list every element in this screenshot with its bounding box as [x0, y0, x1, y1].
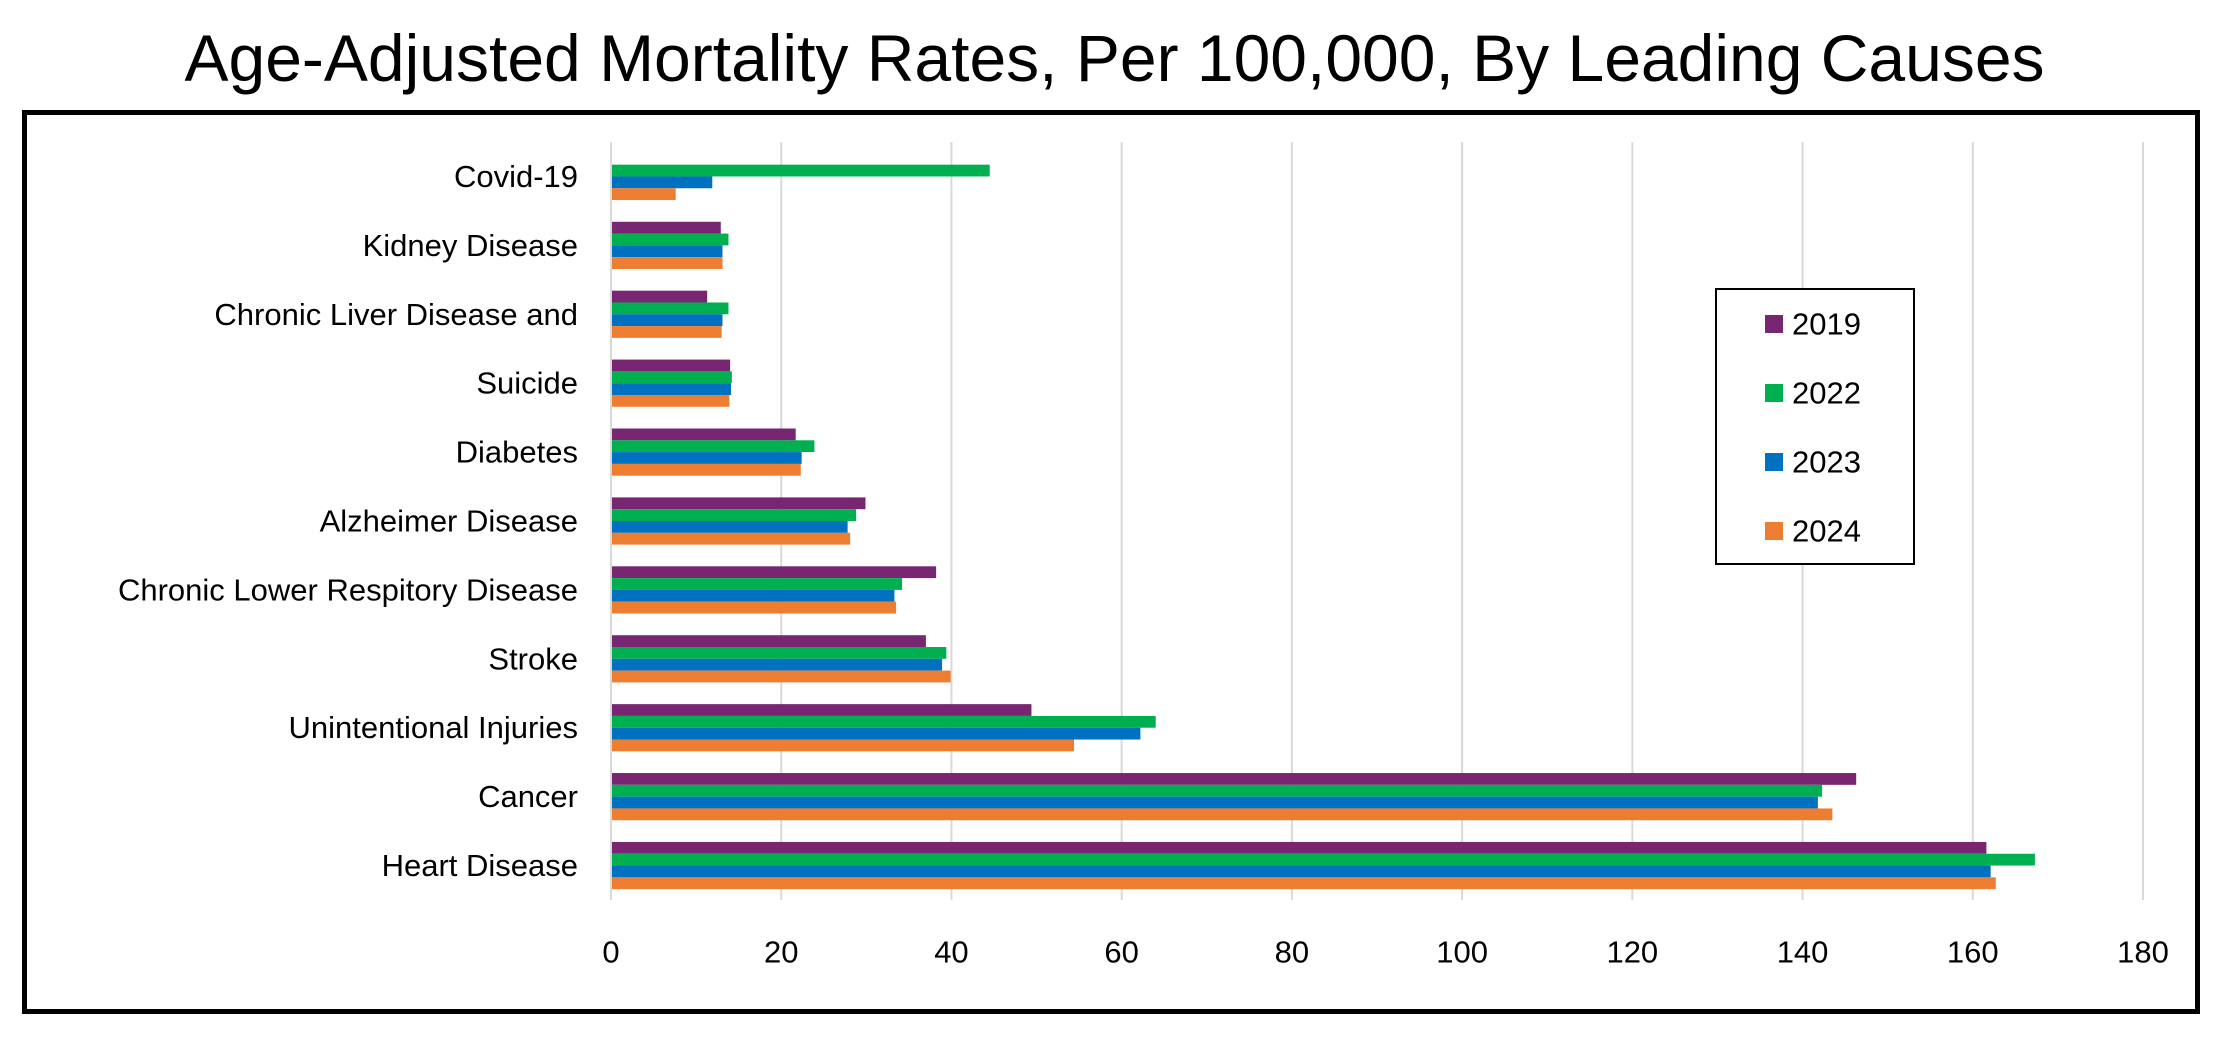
bar-2024 [611, 532, 851, 545]
bar-2022 [611, 853, 2035, 866]
bar-2019 [611, 359, 731, 372]
x-tick-label: 40 [934, 935, 968, 970]
bar-2023 [611, 176, 713, 189]
category-label: Cancer [478, 779, 578, 814]
category-label: Stroke [488, 641, 578, 676]
bar-2022 [611, 440, 815, 453]
category-label: Kidney Disease [363, 228, 578, 263]
bar-2019 [611, 773, 1857, 785]
bar-2022 [611, 302, 729, 315]
bar-2024 [611, 394, 730, 407]
bar-2022 [611, 164, 990, 177]
x-tick-label: 100 [1436, 935, 1488, 970]
x-tick-label: 180 [2117, 935, 2169, 970]
bar-2024 [611, 877, 1996, 890]
category-label: Alzheimer Disease [320, 504, 578, 539]
bar-2023 [611, 658, 943, 671]
bar-2019 [611, 221, 721, 234]
bar-2024 [611, 463, 801, 476]
bar-2022 [611, 784, 1823, 797]
legend-label: 2022 [1792, 376, 1861, 411]
category-label: Chronic Lower Respitory Disease [118, 572, 578, 607]
x-tick-label: 120 [1606, 935, 1658, 970]
x-tick-label: 160 [1947, 935, 1999, 970]
bar-2024 [611, 670, 951, 683]
legend-swatch-2023 [1765, 453, 1783, 471]
category-label: Unintentional Injuries [288, 710, 578, 745]
bar-2019 [611, 428, 796, 441]
chart-title: Age-Adjusted Mortality Rates, Per 100,00… [184, 21, 2045, 95]
bar-2023 [611, 314, 723, 327]
bar-2024 [611, 808, 1833, 821]
bar-2022 [611, 233, 729, 246]
bar-2024 [611, 739, 1075, 752]
bar-2024 [611, 188, 676, 201]
bar-2023 [611, 796, 1818, 809]
bar-2023 [611, 452, 802, 464]
legend-swatch-2024 [1765, 522, 1783, 540]
bar-2024 [611, 601, 897, 614]
x-tick-label: 60 [1104, 935, 1138, 970]
legend-swatch-2019 [1765, 315, 1783, 333]
legend-label: 2024 [1792, 514, 1861, 549]
bar-2022 [611, 578, 903, 590]
bar-2023 [611, 589, 895, 602]
legend-swatch-2022 [1765, 384, 1783, 402]
bar-2019 [611, 635, 926, 648]
category-label: Heart Disease [382, 848, 578, 883]
chart-frame [22, 110, 2200, 1014]
bar-2019 [611, 566, 937, 579]
bar-2019 [611, 290, 708, 303]
x-tick-label: 140 [1777, 935, 1829, 970]
bar-2022 [611, 715, 1156, 728]
bar-2023 [611, 727, 1141, 740]
bar-2023 [611, 383, 732, 395]
bar-2022 [611, 509, 857, 521]
legend-label: 2019 [1792, 307, 1861, 342]
legend-label: 2023 [1792, 445, 1861, 480]
bar-2023 [611, 865, 1991, 878]
legend-box [1715, 288, 1915, 565]
bar-2024 [611, 257, 723, 269]
bar-2022 [611, 371, 732, 384]
category-label: Diabetes [456, 435, 578, 470]
bar-2019 [611, 841, 1987, 854]
category-label: Chronic Liver Disease and [214, 297, 578, 332]
bar-2022 [611, 647, 947, 659]
bar-2019 [611, 497, 866, 510]
category-label: Suicide [476, 366, 578, 401]
x-tick-label: 80 [1275, 935, 1309, 970]
x-tick-label: 0 [602, 935, 619, 970]
bar-2023 [611, 245, 723, 258]
x-tick-label: 20 [764, 935, 798, 970]
bar-2023 [611, 521, 848, 533]
bar-2024 [611, 326, 722, 338]
category-label: Covid-19 [454, 159, 578, 194]
bar-2019 [611, 704, 1032, 716]
